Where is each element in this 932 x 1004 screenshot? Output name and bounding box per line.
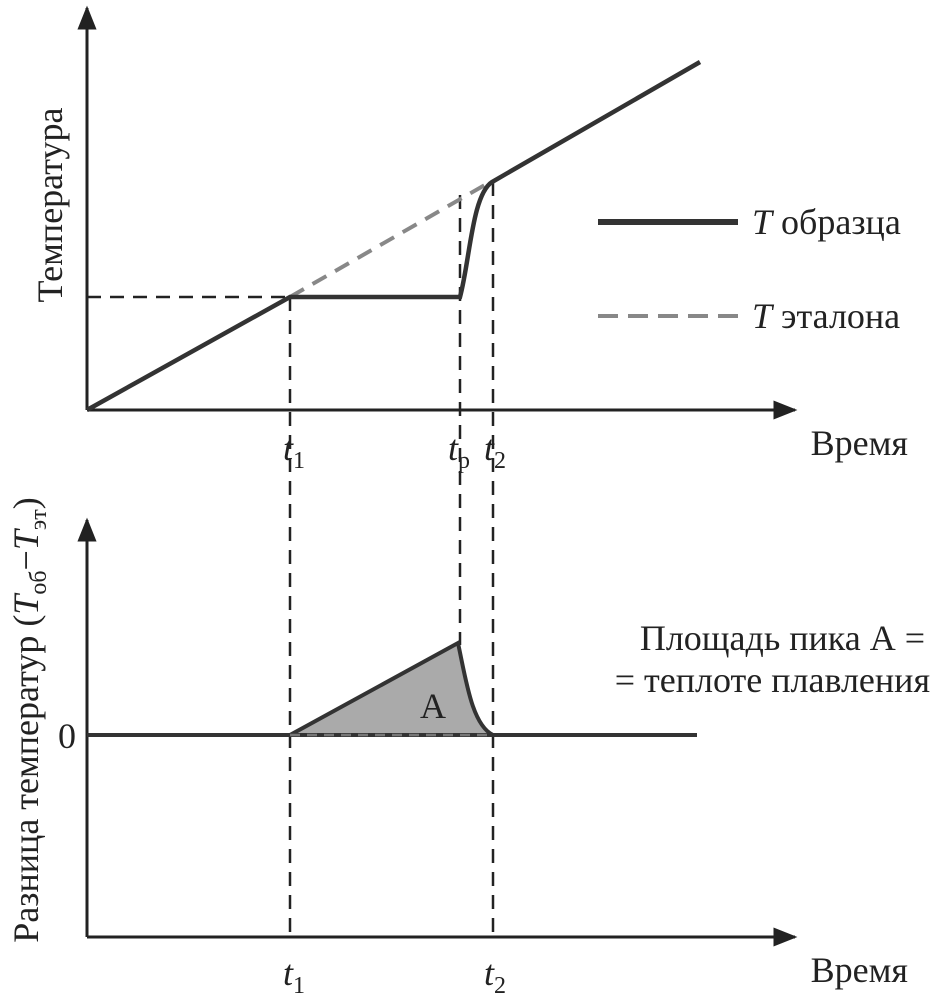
legend-entry: T образца	[752, 202, 901, 242]
guides	[87, 182, 495, 935]
tick: tp	[448, 428, 470, 474]
reference-line	[289, 180, 491, 299]
tick: t2	[484, 953, 506, 999]
y-label: Температура	[30, 108, 70, 303]
tick: t2	[484, 428, 506, 474]
note: Площадь пика А =	[640, 618, 925, 658]
sample-line	[85, 60, 702, 412]
zero-label: 0	[58, 716, 76, 756]
x-label: Время	[811, 950, 908, 990]
peak-label: A	[420, 686, 446, 726]
y-label: Разница температур (Tоб−Tэт)	[6, 497, 52, 942]
tick: t1	[283, 428, 305, 474]
x-label: Время	[811, 423, 908, 463]
top-axes	[77, 5, 798, 420]
peak-area	[289, 639, 495, 737]
tick: t1	[283, 953, 305, 999]
legend-entry: T эталона	[752, 296, 900, 336]
bottom-axes	[77, 517, 798, 947]
note: = теплоте плавления	[615, 660, 930, 700]
